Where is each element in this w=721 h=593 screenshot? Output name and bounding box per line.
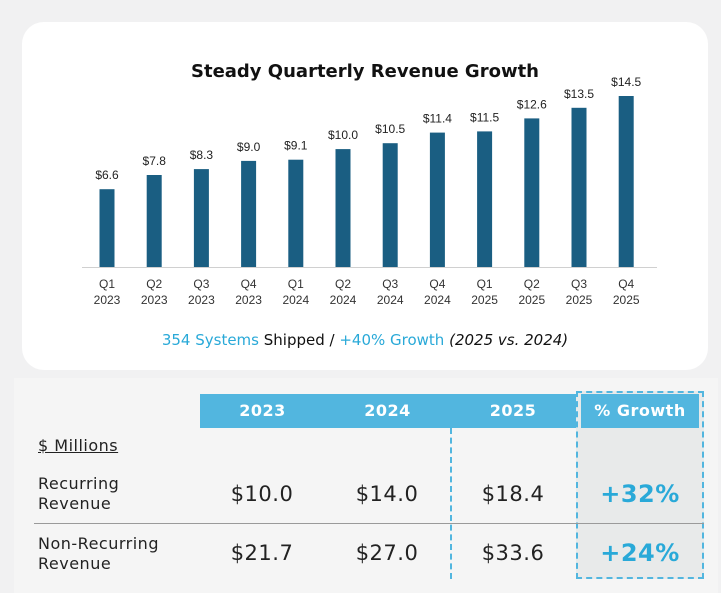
data-label: $9.1: [284, 139, 308, 153]
revenue-bar-chart: $6.6 Q1 2023 $7.8 Q2 2023 $8.3 Q3 2023 $9.0 Q4 2023…: [82, 75, 657, 307]
row-label-nonrecurring: Non-Recurring Revenue: [38, 534, 159, 574]
cell-recurring-growth: +32%: [600, 480, 680, 508]
x-tick-label-year: 2025: [471, 293, 498, 307]
x-tick-label-quarter: Q2: [524, 277, 540, 291]
x-tick-label-year: 2024: [282, 293, 309, 307]
bar: [241, 160, 257, 267]
data-label: $12.6: [517, 97, 547, 111]
bar: [335, 149, 351, 267]
bar: [477, 131, 493, 267]
bar: [571, 107, 587, 267]
header-growth: % Growth: [594, 401, 686, 420]
chart-title: Steady Quarterly Revenue Growth: [191, 61, 539, 82]
x-tick-label-quarter: Q2: [146, 277, 162, 291]
cell-nonrecurring-growth: +24%: [600, 539, 680, 567]
cell-recurring-2025: $18.4: [481, 482, 545, 506]
data-label: $13.5: [564, 87, 594, 101]
growth-header-bar: [581, 394, 699, 428]
cell-nonrecurring-2024: $27.0: [355, 541, 419, 565]
x-tick-label-quarter: Q1: [288, 277, 304, 291]
x-tick-label-year: 2024: [424, 293, 451, 307]
x-tick-label-year: 2024: [330, 293, 357, 307]
data-label: $8.3: [190, 148, 214, 162]
bar: [618, 96, 634, 267]
column-divider: [450, 428, 452, 579]
data-label: $10.5: [375, 122, 405, 136]
x-tick-label-year: 2024: [377, 293, 404, 307]
row-label-line1: Recurring: [38, 474, 120, 493]
data-label: $10.0: [328, 128, 358, 142]
caption-period: (2025 vs. 2024): [444, 331, 569, 349]
revenue-chart-card: $6.6 Q1 2023 $7.8 Q2 2023 $8.3 Q3 2023 $9.0 Q4 2023…: [22, 22, 708, 370]
data-label: $11.5: [470, 110, 499, 124]
cell-recurring-2023: $10.0: [230, 482, 294, 506]
x-tick-label-quarter: Q4: [618, 277, 634, 291]
revenue-summary-table: 2023 2024 2025 % Growth $ Millions Recur…: [14, 378, 718, 593]
x-tick-label-quarter: Q1: [99, 277, 115, 291]
data-label: $14.5: [611, 75, 641, 89]
row-label-line1: Non-Recurring: [38, 534, 159, 553]
chart-caption: 354 Systems Shipped / +40% Growth (2025 …: [22, 331, 708, 349]
row-label-line2: Revenue: [38, 554, 112, 573]
bar: [429, 132, 445, 267]
x-tick-label-year: 2023: [188, 293, 215, 307]
x-tick-label-year: 2023: [141, 293, 168, 307]
data-label: $9.0: [237, 140, 261, 154]
data-label: $7.8: [143, 154, 167, 168]
x-tick-label-year: 2025: [566, 293, 593, 307]
x-tick-label-year: 2023: [94, 293, 121, 307]
cell-nonrecurring-2025: $33.6: [481, 541, 545, 565]
cell-nonrecurring-2023: $21.7: [230, 541, 294, 565]
x-tick-label-year: 2025: [613, 293, 640, 307]
cell-recurring-2024: $14.0: [355, 482, 419, 506]
x-tick-label-year: 2023: [235, 293, 262, 307]
caption-systems: 354 Systems: [161, 331, 259, 349]
row-label-line2: Revenue: [38, 494, 112, 513]
x-tick-label-quarter: Q3: [193, 277, 209, 291]
header-2025: 2025: [489, 401, 537, 420]
x-tick-label-quarter: Q3: [571, 277, 587, 291]
bar: [99, 189, 115, 267]
row-label-recurring: Recurring Revenue: [38, 474, 119, 514]
caption-growth: +40% Growth: [339, 331, 445, 349]
x-tick-label-year: 2025: [518, 293, 545, 307]
header-2024: 2024: [364, 401, 411, 420]
x-tick-label-quarter: Q2: [335, 277, 351, 291]
row-divider: [34, 523, 704, 524]
bar: [382, 143, 398, 267]
x-tick-label-quarter: Q3: [382, 277, 398, 291]
x-tick-label-quarter: Q4: [241, 277, 257, 291]
x-tick-label-quarter: Q1: [477, 277, 493, 291]
bar: [524, 118, 540, 268]
bar: [288, 159, 304, 267]
header-2023: 2023: [239, 401, 286, 420]
x-tick-label-quarter: Q4: [429, 277, 445, 291]
data-label: $6.6: [95, 168, 119, 182]
bar: [146, 175, 162, 267]
caption-shipped: Shipped /: [258, 331, 340, 349]
bar: [193, 169, 209, 267]
data-label: $11.4: [423, 112, 452, 126]
table-header-bar: [200, 394, 576, 428]
units-label: $ Millions: [38, 436, 119, 455]
